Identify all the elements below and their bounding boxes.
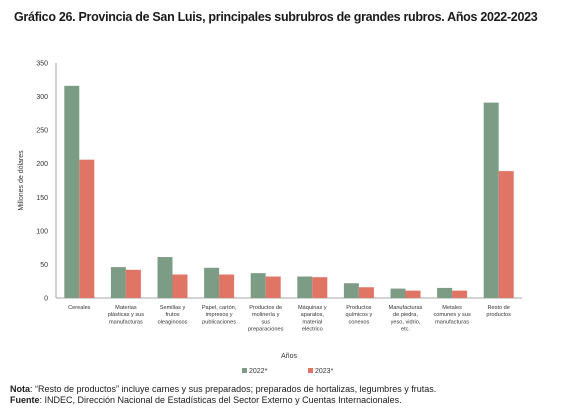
bar-2023-3 (219, 274, 235, 298)
category-label: Metales (442, 305, 462, 311)
bar-2023-4 (265, 276, 281, 298)
category-label: oleaginosos (158, 319, 188, 325)
bar-2023-7 (405, 290, 421, 298)
category-label: sus (261, 319, 270, 325)
category-label: impresos y (206, 312, 233, 318)
legend-swatch-2023 (308, 368, 313, 373)
bar-2022-0 (64, 85, 80, 298)
note-line: Nota: “Resto de productos” incluye carne… (10, 384, 570, 395)
bar-2023-0 (79, 159, 95, 298)
y-tick-label: 300 (36, 94, 48, 101)
category-label: Semillas y (160, 305, 186, 311)
bar-2022-3 (204, 267, 220, 298)
category-label: material (302, 319, 322, 325)
chart-notes: Nota: “Resto de productos” incluye carne… (10, 384, 570, 406)
category-label: manufacturas (435, 319, 469, 325)
x-axis-title: Años (281, 353, 297, 360)
bar-chart: 0 50 100 150 200 250 300 350 Millones de dólares… (18, 61, 522, 375)
category-label: aparatos, (301, 312, 325, 318)
bar-2022-4 (250, 273, 266, 298)
y-tick-label: 250 (36, 128, 48, 135)
bar-2022-1 (110, 267, 126, 298)
note-label: Nota (10, 384, 30, 394)
category-label: etc. (401, 327, 410, 333)
category-label: de piedra, (393, 312, 418, 318)
category-label: molinería y (252, 312, 280, 318)
category-label: Cereales (68, 305, 91, 311)
bar-2023-1 (125, 269, 141, 298)
bar-2023-2 (172, 274, 188, 298)
legend-swatch-2022 (242, 368, 247, 373)
y-tick-label: 0 (44, 296, 48, 303)
y-tick-label: 100 (36, 228, 48, 235)
category-label: Resto de (488, 305, 510, 311)
chart-title: Gráfico 26. Provincia de San Luis, princ… (14, 10, 538, 24)
category-label: manufacturas (109, 319, 143, 325)
category-label: plásticas y sus (108, 312, 145, 318)
source-text: : INDEC, Dirección Nacional de Estadísti… (39, 395, 402, 405)
note-text: : “Resto de productos” incluye carnes y … (30, 384, 437, 394)
y-tick-label: 350 (36, 61, 48, 68)
category-label: Papel, cartón, (202, 305, 237, 311)
bar-2022-6 (343, 283, 359, 298)
category-label: Productos (346, 305, 371, 311)
source-label: Fuente (10, 395, 40, 405)
category-label: Materias (115, 305, 137, 311)
bar-2023-6 (358, 287, 374, 298)
category-label: yeso, vidrio, (391, 319, 421, 325)
legend-label: 2022* (249, 368, 268, 375)
bar-2023-9 (498, 171, 514, 298)
category-label: conexos (348, 319, 369, 325)
category-label: Manufacturas (389, 305, 423, 311)
category-label: productos (486, 312, 511, 318)
category-label: comunes y sus (433, 312, 471, 318)
y-tick-label: 150 (36, 195, 48, 202)
category-label: químicos y (346, 312, 373, 318)
bar-2022-8 (437, 287, 453, 298)
category-label: Productos de (249, 305, 282, 311)
category-label: publicaciones (202, 319, 236, 325)
source-line: Fuente: INDEC, Dirección Nacional de Est… (10, 395, 570, 406)
category-label: frutos (166, 312, 180, 318)
y-tick-label: 50 (40, 262, 48, 269)
category-label: Máquinas y (298, 305, 327, 311)
bar-2023-8 (452, 290, 468, 298)
category-label: eléctrico (302, 327, 323, 333)
y-axis-title: Millones de dólares (18, 150, 25, 211)
category-label: preparaciones (248, 327, 284, 333)
bar-2022-7 (390, 288, 406, 298)
bar-2022-2 (157, 257, 173, 298)
bar-2022-9 (483, 102, 499, 298)
y-tick-label: 200 (36, 161, 48, 168)
legend-label: 2023* (315, 368, 334, 375)
bar-2023-5 (312, 277, 328, 298)
bar-2022-5 (297, 276, 313, 298)
